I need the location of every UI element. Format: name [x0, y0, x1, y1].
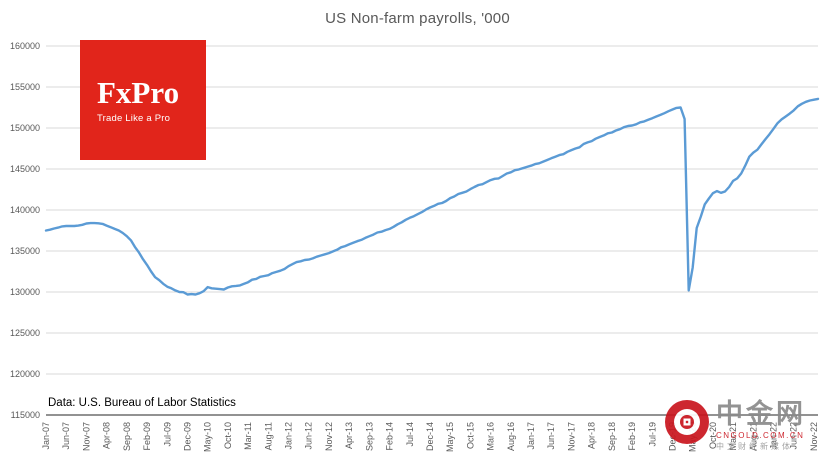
x-tick-label: Sep-18	[607, 422, 617, 451]
y-tick-label: 150000	[10, 123, 40, 133]
x-tick-label: Mar-16	[486, 422, 496, 451]
x-tick-label: Sep-08	[122, 422, 132, 451]
x-tick-label: Dec-09	[182, 422, 192, 451]
watermark-site-name: 中金网	[716, 399, 806, 429]
x-tick-label: Feb-19	[627, 422, 637, 451]
x-tick-label: Oct-20	[708, 422, 718, 449]
x-tick-label: Jul-09	[162, 422, 172, 447]
x-tick-label: Apr-18	[587, 422, 597, 449]
y-tick-label: 125000	[10, 328, 40, 338]
fxpro-logo-wordmark: FxPro	[97, 74, 180, 110]
x-tick-label: Apr-08	[102, 422, 112, 449]
x-tick-label: May-10	[203, 422, 213, 452]
x-tick-label: Feb-09	[142, 422, 152, 451]
y-tick-label: 115000	[11, 410, 40, 420]
x-tick-label: Mar-21	[728, 422, 738, 451]
fxpro-logo-tagline: Trade Like a Pro	[97, 112, 171, 124]
x-tick-label: Oct-10	[223, 422, 233, 449]
y-tick-label: 145000	[10, 164, 40, 174]
watermark-tagline: 中文财经新媒体	[716, 442, 793, 452]
x-tick-label: Jul-14	[405, 422, 415, 447]
x-tick-label: Apr-13	[344, 422, 354, 449]
watermark-domain: CNGOLD.COM.CN	[716, 431, 805, 441]
y-tick-label: 120000	[10, 369, 40, 379]
x-tick-label: Jul-19	[647, 422, 657, 447]
x-tick-label: Jun-22	[789, 422, 799, 450]
x-tick-label: May-15	[445, 422, 455, 452]
y-tick-label: 140000	[10, 205, 40, 215]
x-tick-label: Nov-07	[81, 422, 91, 451]
x-tick-label: Nov-17	[566, 422, 576, 451]
chart-title: US Non-farm payrolls, '000	[325, 10, 510, 27]
x-tick-label: Jan-07	[41, 422, 51, 450]
y-tick-label: 160000	[10, 41, 40, 51]
x-tick-label: Nov-12	[324, 422, 334, 451]
cngold-coin-icon	[665, 400, 709, 444]
x-tick-label: Oct-15	[465, 422, 475, 449]
x-tick-label: Aug-21	[748, 422, 758, 451]
x-tick-label: Aug-11	[263, 422, 273, 450]
x-tick-label: Mar-11	[243, 422, 253, 450]
cngold-watermark: 中金网 CNGOLD.COM.CN 中文财经新媒体	[664, 399, 806, 452]
x-tick-label: Jan-22	[769, 422, 779, 450]
x-tick-label: Dec-14	[425, 422, 435, 451]
x-tick-label: Jun-12	[304, 422, 314, 450]
x-tick-label: Feb-14	[385, 422, 395, 451]
fxpro-logo: FxPro Trade Like a Pro	[80, 40, 206, 160]
x-tick-label: Nov-22	[809, 422, 819, 451]
y-tick-label: 135000	[10, 246, 40, 256]
y-tick-label: 130000	[10, 287, 40, 297]
x-tick-label: Jan-12	[284, 422, 294, 450]
x-tick-label: Aug-16	[506, 422, 516, 451]
watermark-text-block: 中金网 CNGOLD.COM.CN 中文财经新媒体	[716, 399, 806, 452]
y-tick-label: 155000	[10, 82, 40, 92]
x-tick-label: Jun-17	[546, 422, 556, 450]
x-tick-label: Jan-17	[526, 422, 536, 450]
payrolls-series-line	[44, 97, 820, 296]
data-source-note: Data: U.S. Bureau of Labor Statistics	[48, 397, 236, 409]
x-tick-label: Sep-13	[364, 422, 374, 451]
x-tick-label: Jun-07	[61, 422, 71, 450]
